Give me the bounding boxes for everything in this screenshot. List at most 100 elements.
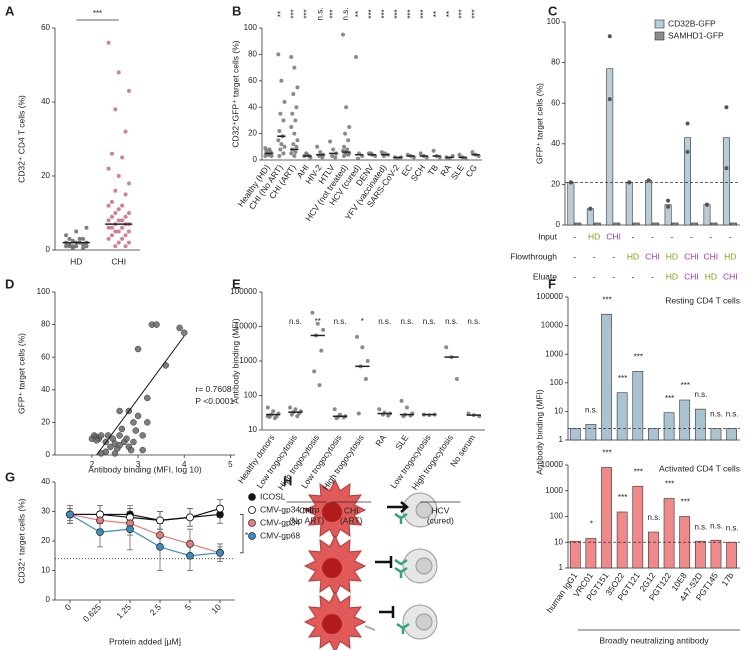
- data-point: [293, 407, 298, 412]
- bar: [694, 408, 706, 441]
- data-point: [294, 105, 299, 110]
- bar: [652, 222, 660, 226]
- data-point: [70, 238, 75, 243]
- data-point: [134, 345, 142, 353]
- bar: [671, 222, 679, 226]
- data-point: [342, 144, 347, 149]
- data-point: [386, 413, 391, 418]
- data-point: [107, 443, 114, 451]
- group-note: (No ART): [289, 515, 324, 525]
- bar: [585, 538, 597, 569]
- x-tick-label: 2.5: [148, 602, 164, 618]
- significance: **: [277, 11, 286, 17]
- y-tick-label: 40: [551, 139, 560, 148]
- data-point: [342, 154, 347, 159]
- data-point: [64, 244, 69, 249]
- data-point: [126, 211, 131, 215]
- significance: ***: [618, 493, 627, 502]
- bar: [684, 137, 691, 226]
- bar: [632, 485, 644, 569]
- panel-letter: B: [232, 3, 241, 18]
- bar: [710, 222, 718, 226]
- significance: ***: [602, 449, 611, 458]
- data-point: [109, 225, 114, 230]
- data-point: [333, 155, 338, 160]
- chart-title: Resting CD4 T cells: [665, 295, 740, 305]
- table-cell: -: [593, 271, 596, 281]
- data-point: [139, 432, 146, 439]
- table-row-label: Flowthrough: [510, 251, 557, 261]
- data-point: [106, 225, 111, 230]
- data-point: [277, 128, 282, 133]
- data-point: [127, 446, 135, 454]
- x-tick-label: HD: [70, 256, 82, 266]
- significance: n.s.: [334, 317, 347, 326]
- y-tick-label: 20: [41, 418, 50, 427]
- y-tick-label: 1000: [545, 349, 563, 358]
- group-note: (ART): [340, 515, 363, 525]
- data-point: [111, 450, 119, 457]
- y-tick-label: 0: [253, 155, 258, 164]
- bar: [710, 428, 722, 441]
- series-line: [69, 513, 221, 554]
- bar: [625, 182, 633, 226]
- data-point: [289, 55, 294, 60]
- y-axis-label: GFP⁺ target cells (%): [16, 333, 26, 414]
- significance: ***: [634, 467, 643, 476]
- data-point: [293, 118, 298, 123]
- bar: [601, 313, 612, 441]
- y-tick-label: 1: [559, 563, 564, 572]
- y-tick-label: 10: [554, 407, 563, 416]
- data-point: [347, 125, 352, 129]
- data-point: [282, 99, 287, 104]
- data-point: [116, 70, 121, 75]
- data-point: [399, 398, 404, 403]
- data-point: [113, 244, 118, 249]
- legend-label: CMV-gp68: [260, 530, 300, 540]
- legend-label: CMV-gp34 mtrp: [260, 504, 320, 514]
- x-tick-label: 2: [90, 460, 95, 469]
- fit-line: [96, 335, 185, 456]
- x-axis-label: Antibody binding (MFI, log 10): [88, 464, 202, 474]
- data-point: [607, 97, 612, 102]
- data-point: [317, 383, 322, 388]
- significance: **: [354, 11, 363, 17]
- x-axis-label: Broadly neutralizing antibody: [599, 635, 709, 645]
- significance: n.s.: [726, 410, 739, 419]
- significance: n.s.: [710, 521, 723, 530]
- bar: [616, 511, 628, 569]
- y-tick-label: 30: [41, 507, 50, 516]
- data-point: [289, 125, 294, 129]
- table-cell: -: [651, 271, 654, 281]
- table-row-label: Eluate: [533, 271, 557, 281]
- significance: n.s.: [315, 8, 324, 21]
- data-point: [64, 233, 69, 238]
- significance: ***: [458, 9, 467, 18]
- data-point: [332, 407, 337, 412]
- data-point: [123, 192, 128, 197]
- data-point: [109, 233, 114, 238]
- significance: n.s.: [648, 513, 661, 522]
- data-point: [106, 218, 111, 223]
- table-cell: -: [729, 231, 732, 241]
- y-tick-label: 40: [41, 385, 50, 394]
- significance: n.s.: [710, 410, 723, 419]
- data-point: [278, 147, 283, 152]
- table-cell: -: [593, 251, 596, 261]
- data-point: [341, 32, 346, 37]
- group-label: CHI: [344, 505, 359, 515]
- data-point: [130, 438, 137, 446]
- data-point: [265, 405, 270, 410]
- data-point: [291, 142, 296, 147]
- data-point: [109, 199, 114, 204]
- data-point: [334, 416, 339, 421]
- data-point: [120, 225, 125, 230]
- bar: [691, 222, 698, 226]
- data-point: [295, 138, 300, 143]
- data-point: [123, 129, 128, 134]
- significance: ***: [289, 9, 298, 18]
- data-point: [319, 348, 324, 353]
- bar: [694, 540, 706, 569]
- data-point: [685, 121, 690, 126]
- data-point: [116, 174, 121, 178]
